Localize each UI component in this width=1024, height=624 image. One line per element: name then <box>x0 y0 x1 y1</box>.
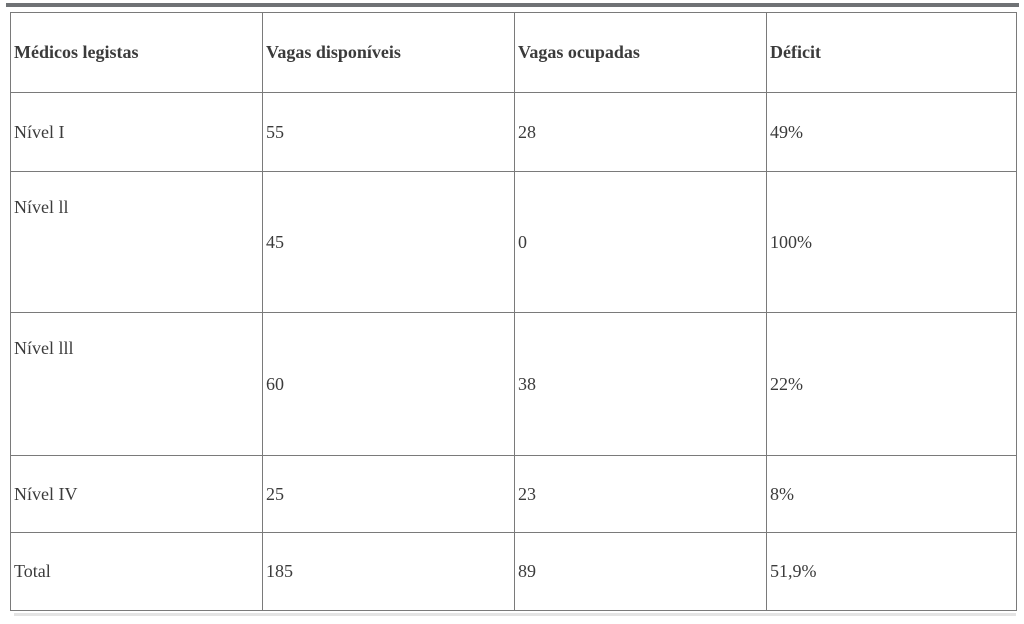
deficit-value: 8% <box>766 455 1017 533</box>
vagas-disponiveis-value: 55 <box>262 92 515 172</box>
vagas-ocupadas-value: 0 <box>514 171 767 313</box>
column-header-vagas-disponiveis: Vagas disponíveis <box>262 12 515 93</box>
row-label: Nível I <box>10 92 263 172</box>
table-row-nivel-3: Nível lll 60 38 22% <box>10 312 1017 456</box>
top-horizontal-rule <box>6 3 1019 7</box>
vagas-disponiveis-value: 45 <box>262 171 515 313</box>
row-label: Nível ll <box>10 171 263 313</box>
vagas-ocupadas-value: 38 <box>514 312 767 456</box>
vagas-disponiveis-value: 60 <box>262 312 515 456</box>
column-header-vagas-ocupadas: Vagas ocupadas <box>514 12 767 93</box>
deficit-value: 100% <box>766 171 1017 313</box>
row-label: Nível lll <box>10 312 263 456</box>
header-row: Médicos legistas Vagas disponíveis Vagas… <box>10 12 1017 93</box>
vagas-ocupadas-value: 89 <box>514 532 767 611</box>
medicos-legistas-table: Médicos legistas Vagas disponíveis Vagas… <box>10 12 1017 611</box>
deficit-value: 22% <box>766 312 1017 456</box>
column-header-medicos-legistas: Médicos legistas <box>10 12 263 93</box>
column-header-deficit: Déficit <box>766 12 1017 93</box>
deficit-value: 49% <box>766 92 1017 172</box>
vagas-disponiveis-value: 185 <box>262 532 515 611</box>
table-row-nivel-2: Nível ll 45 0 100% <box>10 171 1017 313</box>
table-row-nivel-1: Nível I 55 28 49% <box>10 92 1017 172</box>
deficit-value: 51,9% <box>766 532 1017 611</box>
vagas-disponiveis-value: 25 <box>262 455 515 533</box>
table-bottom-shadow <box>14 613 1016 616</box>
vagas-ocupadas-value: 28 <box>514 92 767 172</box>
table-row-total: Total 185 89 51,9% <box>10 532 1017 611</box>
table-row-nivel-4: Nível IV 25 23 8% <box>10 455 1017 533</box>
row-label: Nível IV <box>10 455 263 533</box>
row-label: Total <box>10 532 263 611</box>
vagas-ocupadas-value: 23 <box>514 455 767 533</box>
